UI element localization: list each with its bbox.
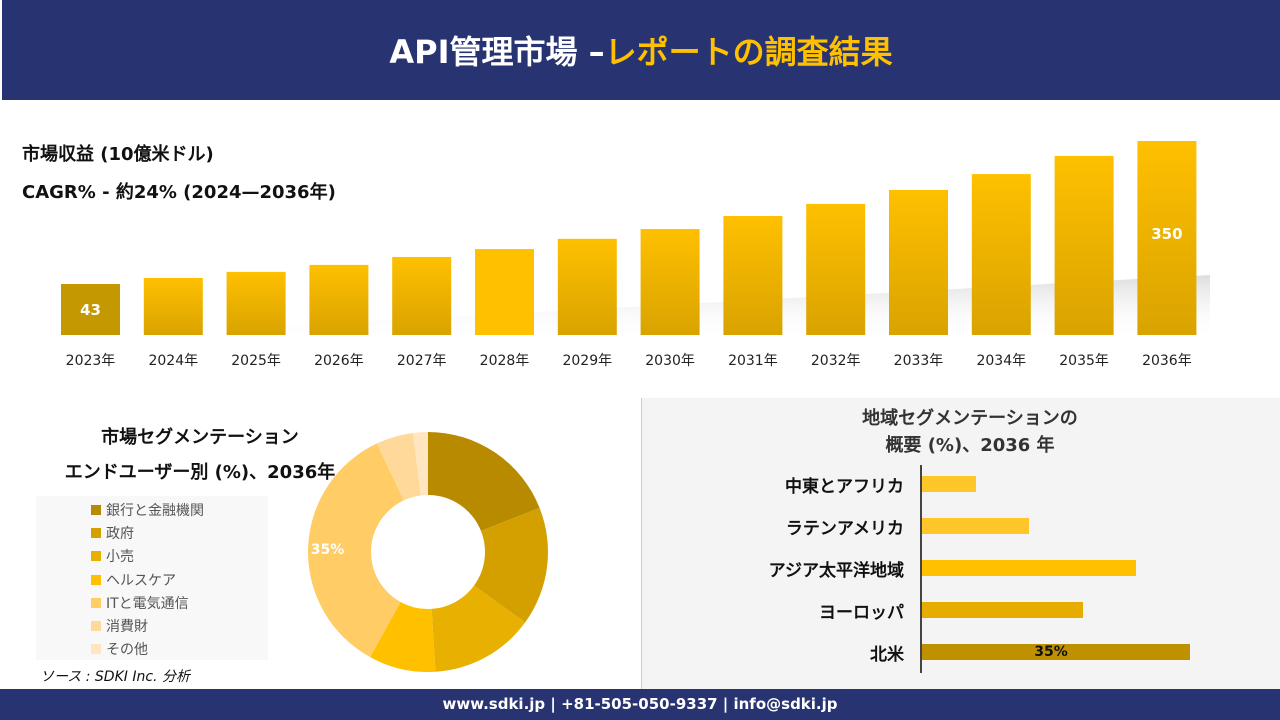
legend-swatch (91, 504, 101, 515)
year-tick-label: 2029年 (562, 353, 612, 369)
legend-label: 消費財 (106, 619, 148, 636)
legend-label: 政府 (106, 525, 134, 542)
revenue-bar (143, 277, 203, 335)
region-panel (641, 398, 1280, 689)
region-title-2: 概要 (%)、2036 年 (885, 435, 1055, 456)
legend-swatch (91, 527, 101, 538)
revenue-bar (806, 203, 866, 335)
footer-contact: www.sdki.jp | +81-505-050-9337 | info@sd… (0, 689, 1280, 720)
legend-label: 銀行と金融機関 (106, 502, 204, 519)
legend-label: 小売 (106, 549, 134, 566)
revenue-subtitle: 市場収益 (10億米ドル) (22, 144, 214, 165)
end-user-donut-chart: 35% (308, 432, 548, 672)
legend-item: 小売 (91, 545, 268, 568)
donut-slice (370, 601, 436, 672)
region-label: ヨーロッパ (819, 603, 904, 623)
revenue-bar (392, 256, 452, 335)
revenue-bar (971, 174, 1031, 335)
revenue-bar-chart: 2023年 43 2024年 2025年 2026年 2027年 2028年 2029年 203… (61, 141, 1210, 369)
source-note: ソース : SDKI Inc. 分析 (40, 669, 190, 685)
region-bar (922, 602, 1083, 618)
region-bar (922, 518, 1030, 534)
end-user-title-2: エンドユーザー別 (%)、2036年 (64, 462, 336, 483)
year-tick-label: 2036年 (1142, 353, 1192, 369)
region-title-1: 地域セグメンテーションの (862, 408, 1078, 429)
region-bar: 35% (922, 644, 1190, 660)
legend-item: 消費財 (91, 614, 268, 637)
header-banner: API管理市場 – レポートの調査結果 (2, 0, 1280, 100)
region-label: 北米 (870, 645, 904, 665)
legend-label: ヘルスケア (106, 572, 176, 589)
region-label: 中東とアフリカ (785, 477, 904, 497)
revenue-bar (889, 189, 948, 335)
legend-swatch (91, 621, 101, 632)
year-tick-label: 2023年 (66, 353, 116, 369)
region-bar (922, 476, 976, 492)
revenue-bar (475, 249, 534, 335)
region-label: ラテンアメリカ (785, 519, 904, 539)
title-main: API管理市場 – (389, 33, 605, 71)
legend-label: その他 (106, 642, 148, 659)
year-tick-label: 2028年 (480, 353, 530, 369)
bar-data-label: 43 (80, 301, 101, 319)
region-axis (920, 465, 922, 673)
year-tick-label: 2024年 (148, 353, 198, 369)
year-tick-label: 2035年 (1059, 353, 1109, 369)
slice-data-label: 35% (311, 542, 345, 558)
legend-item: ヘルスケア (91, 568, 268, 591)
year-tick-label: 2034年 (976, 353, 1026, 369)
donut-slice (376, 432, 421, 501)
year-tick-label: 2030年 (645, 353, 695, 369)
legend-swatch (91, 644, 101, 655)
legend-item: 銀行と金融機関 (91, 498, 268, 521)
donut-legend: 銀行と金融機関 政府小売ヘルスケア ITと電気通信 消費財その他 (36, 496, 268, 660)
year-tick-label: 2025年 (231, 353, 281, 369)
donut-slice (412, 432, 428, 496)
year-tick-label: 2033年 (894, 353, 944, 369)
region-bar (922, 560, 1137, 576)
title-highlight: レポートの調査結果 (604, 33, 893, 71)
region-label: アジア太平洋地域 (768, 561, 904, 581)
donut-slice (431, 585, 526, 672)
revenue-bar (1054, 155, 1114, 335)
donut-slice (474, 507, 548, 623)
revenue-bar (1137, 141, 1197, 335)
bar-data-label: 350 (1151, 225, 1182, 243)
revenue-bar (226, 271, 286, 335)
legend-item: ITと電気通信 (91, 591, 268, 614)
end-user-title-1: 市場セグメンテーション (101, 427, 299, 448)
legend-item: その他 (91, 638, 268, 661)
legend-item: 政府 (91, 521, 268, 544)
legend-swatch (91, 551, 101, 562)
year-tick-label: 2026年 (314, 353, 364, 369)
revenue-bar (309, 264, 369, 335)
legend-label: ITと電気通信 (106, 595, 189, 612)
year-tick-label: 2031年 (728, 353, 778, 369)
legend-swatch (91, 574, 101, 585)
revenue-bar (557, 238, 617, 335)
year-tick-label: 2032年 (811, 353, 861, 369)
revenue-bar (640, 229, 700, 335)
cagr-text: CAGR% - 約24% (2024—2036年) (22, 182, 336, 203)
legend-swatch (91, 597, 101, 608)
year-tick-label: 2027年 (397, 353, 447, 369)
revenue-bar (61, 283, 120, 335)
revenue-bar (723, 215, 783, 335)
donut-slice (428, 432, 540, 532)
donut-slice (308, 443, 404, 658)
